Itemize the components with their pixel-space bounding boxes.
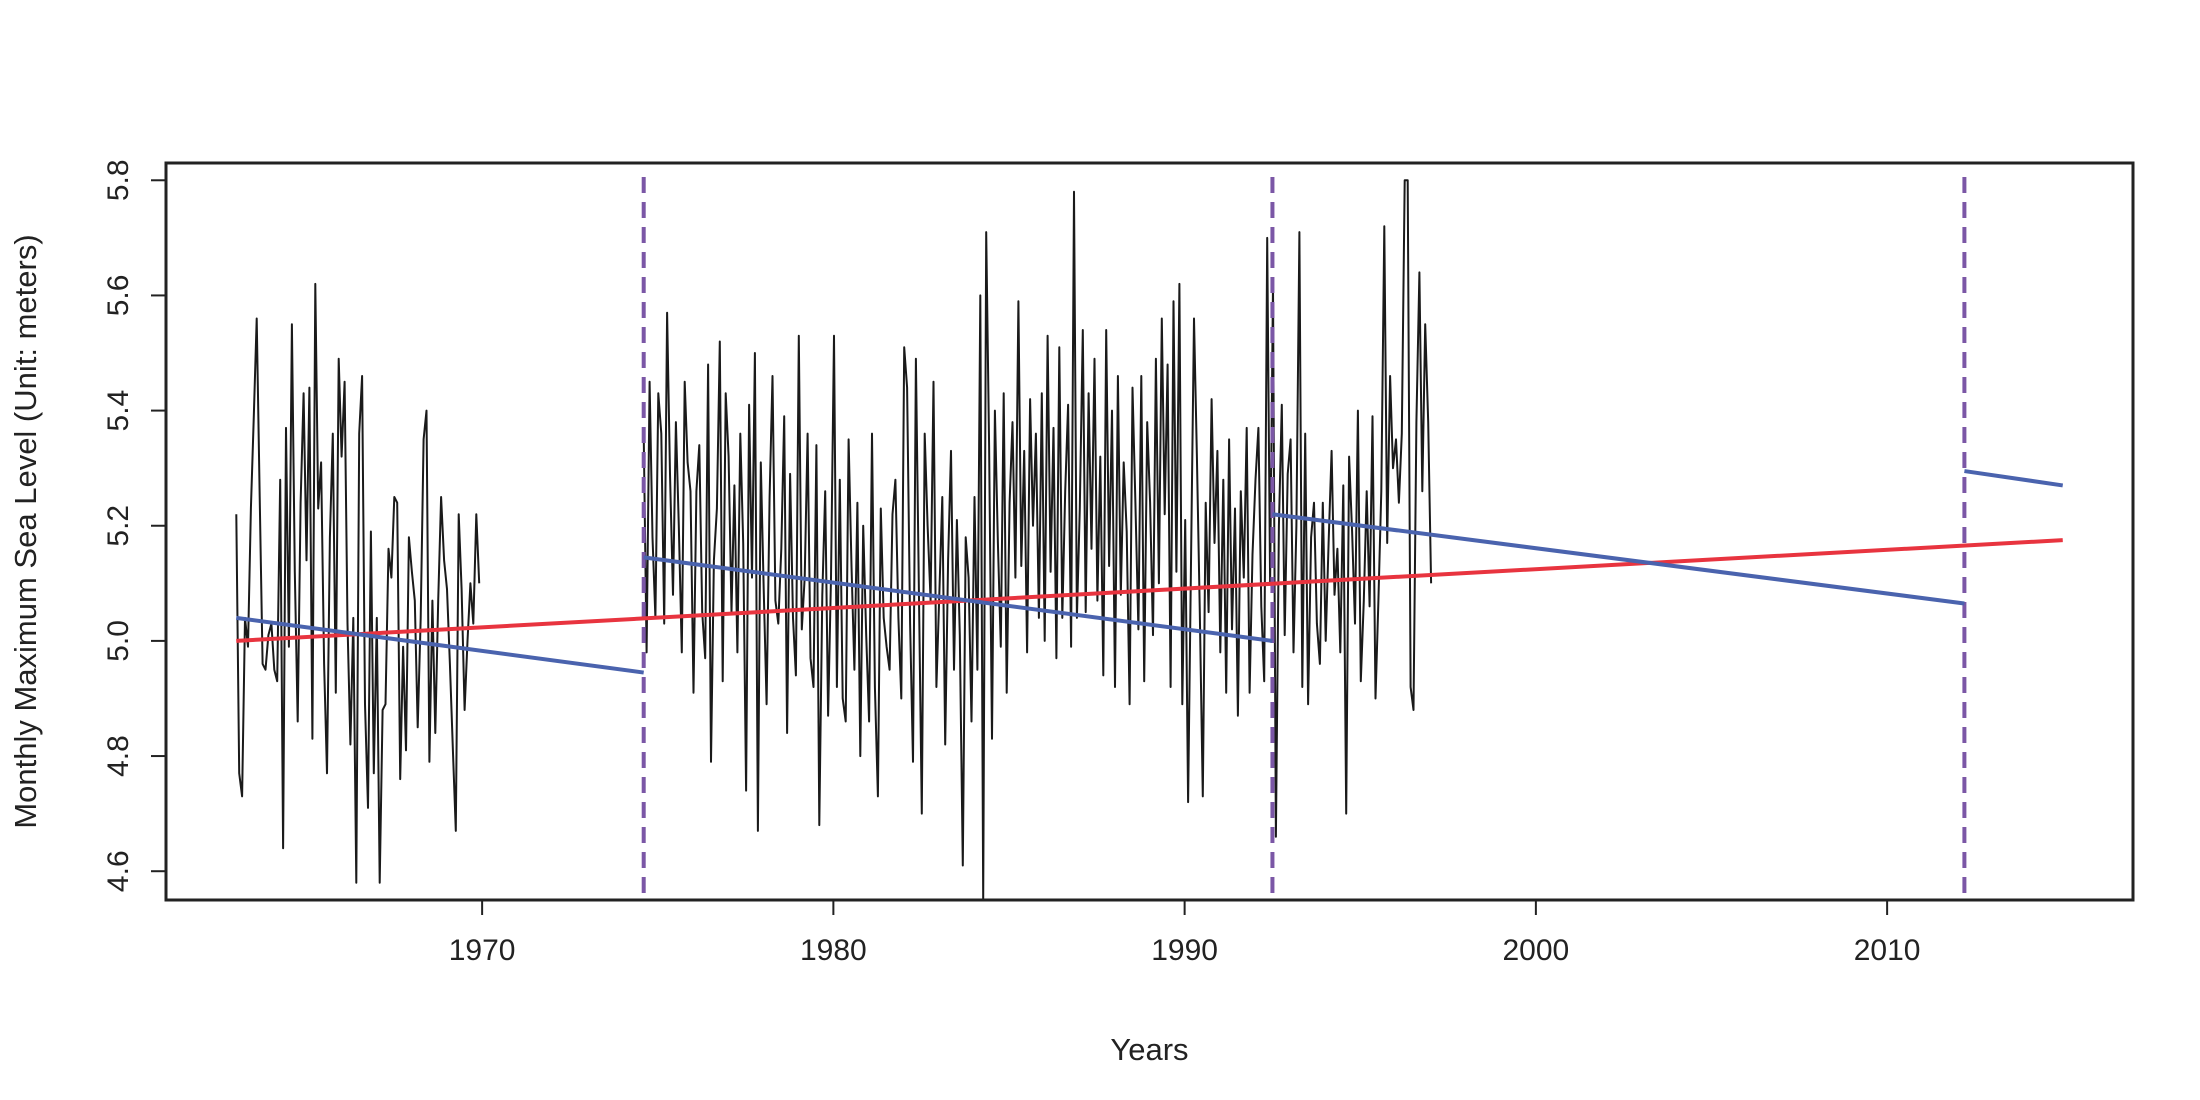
y-tick-label-5.0: 5.0 — [102, 620, 135, 662]
plot-area — [235, 177, 2064, 900]
monthly-sea-level-line-1 — [235, 282, 481, 884]
x-tick-label-2000: 2000 — [1503, 934, 1570, 967]
overall-trend-line — [236, 538, 2063, 643]
x-tick-label-1970: 1970 — [449, 934, 516, 967]
y-tick-label-5.4: 5.4 — [102, 390, 135, 432]
monthly-sea-level-line-2 — [642, 179, 1433, 900]
y-tick-label-5.6: 5.6 — [102, 275, 135, 317]
y-axis: 4.6 4.8 5.0 5.2 5.4 5.6 5.8 — [102, 159, 166, 892]
segment-trend-line-2 — [643, 555, 1273, 643]
y-tick-label-5.2: 5.2 — [102, 505, 135, 547]
segment-trend-line-4 — [1964, 469, 2064, 488]
y-tick-label-5.8: 5.8 — [102, 159, 135, 201]
plot-frame — [164, 161, 2135, 902]
x-tick-label-1990: 1990 — [1151, 934, 1218, 967]
x-axis: 1970 1980 1990 2000 2010 — [449, 900, 1921, 967]
x-tick-label-1980: 1980 — [800, 934, 867, 967]
segment-trend-line-1 — [235, 615, 644, 675]
y-axis-title: Monthly Maximum Sea Level (Unit: meters) — [8, 234, 43, 828]
segment-trend-line-3 — [1272, 512, 1965, 606]
x-axis-title: Years — [1110, 1032, 1188, 1067]
y-tick-label-4.8: 4.8 — [102, 735, 135, 777]
y-tick-label-4.6: 4.6 — [102, 850, 135, 892]
x-tick-label-2010: 2010 — [1854, 934, 1921, 967]
